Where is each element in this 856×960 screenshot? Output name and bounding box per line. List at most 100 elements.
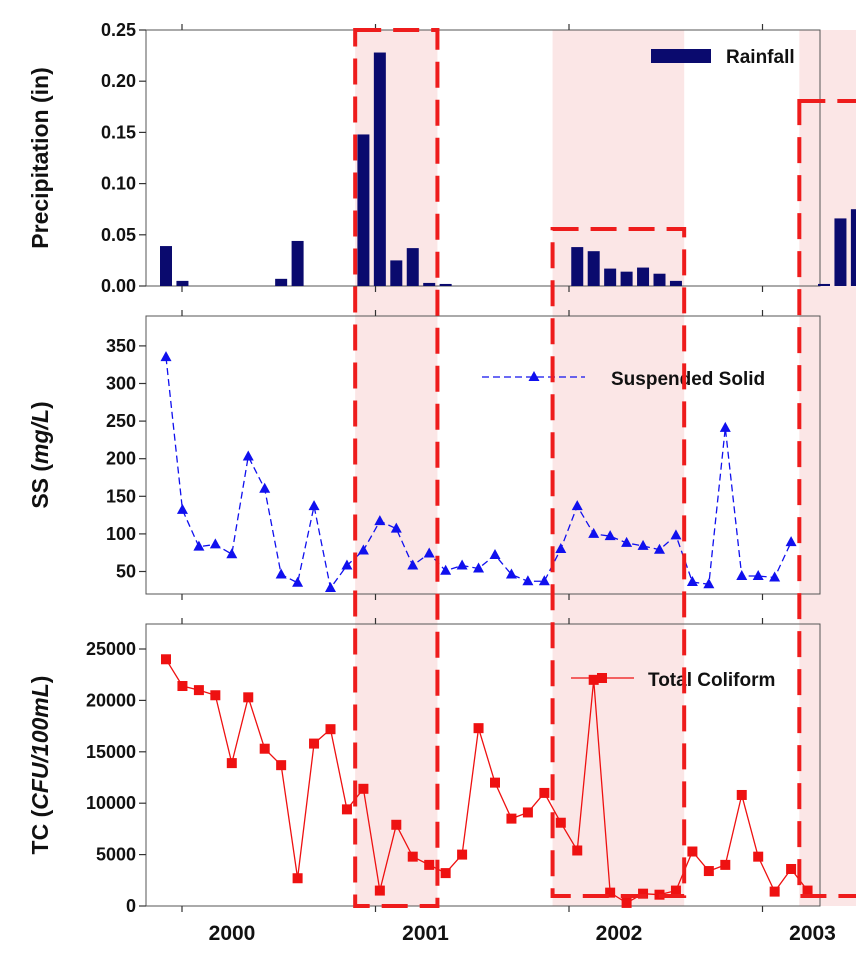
tc-marker bbox=[407, 851, 418, 862]
tc-marker bbox=[769, 886, 780, 897]
tc-marker bbox=[588, 674, 599, 685]
rainfall-bar bbox=[373, 52, 386, 286]
ss-marker bbox=[407, 559, 419, 570]
ss-marker bbox=[670, 529, 682, 540]
highlight-outline-2 bbox=[550, 227, 687, 898]
tc-marker bbox=[670, 885, 681, 896]
tc-marker bbox=[522, 807, 533, 818]
rainfall-bar bbox=[423, 282, 436, 286]
ss-marker bbox=[423, 547, 435, 558]
highlight-fill-3 bbox=[799, 30, 856, 906]
panel-frame-2 bbox=[145, 315, 821, 595]
tc-marker bbox=[391, 819, 402, 830]
tc-marker bbox=[802, 885, 813, 896]
y-tick-label: 0 bbox=[126, 896, 136, 916]
y-tick-label: 0.25 bbox=[101, 20, 136, 40]
ss-marker bbox=[160, 351, 172, 362]
y-tick-label: 50 bbox=[116, 562, 136, 582]
y-tick-label: 15000 bbox=[86, 742, 136, 762]
rainfall-bar bbox=[176, 280, 189, 286]
x-tick-label: 2000 bbox=[209, 922, 256, 945]
ss-marker bbox=[456, 559, 468, 570]
tc-marker bbox=[210, 690, 221, 701]
ss-marker bbox=[752, 570, 764, 581]
rainfall-bar bbox=[850, 209, 856, 286]
y-tick-label: 250 bbox=[106, 411, 136, 431]
legend-ss-label: Suspended Solid bbox=[611, 369, 765, 390]
tc-marker bbox=[341, 804, 352, 815]
ss-marker bbox=[489, 548, 501, 559]
tc-series-line bbox=[165, 658, 809, 904]
highlight-fill-layer bbox=[355, 30, 856, 906]
highlight-outline-layer bbox=[353, 28, 856, 908]
ss-marker bbox=[440, 564, 452, 575]
ss-marker bbox=[242, 450, 254, 461]
y-tick-label: 0.00 bbox=[101, 276, 136, 296]
tc-marker bbox=[638, 888, 649, 899]
ss-marker bbox=[588, 527, 600, 538]
rainfall-bar bbox=[357, 134, 370, 286]
tc-marker bbox=[753, 851, 764, 862]
tc-marker bbox=[374, 885, 385, 896]
ss-marker bbox=[275, 568, 287, 579]
tc-marker bbox=[161, 654, 171, 665]
x-tick-label: 2002 bbox=[596, 922, 643, 945]
ss-marker bbox=[259, 482, 271, 493]
rainfall-bar bbox=[275, 278, 288, 286]
tc-marker bbox=[687, 846, 698, 857]
rainfall-bar bbox=[439, 283, 452, 286]
y-tick-label: 0.20 bbox=[101, 71, 136, 91]
ss-marker bbox=[341, 559, 353, 570]
y-tick-label: 25000 bbox=[86, 639, 136, 659]
legend-rainfall-label: Rainfall bbox=[726, 47, 795, 68]
tc-marker bbox=[358, 783, 369, 794]
panel-frame-1 bbox=[145, 29, 821, 287]
tc-marker bbox=[309, 738, 320, 749]
rainfall-bar bbox=[160, 246, 172, 286]
tc-marker bbox=[193, 685, 204, 696]
ss-marker bbox=[703, 578, 715, 589]
legend-tc-label: Total Coliform bbox=[648, 670, 775, 691]
ss-marker bbox=[505, 568, 517, 579]
tc-marker bbox=[506, 813, 517, 824]
tc-marker bbox=[424, 859, 435, 870]
y-axis-title: SS (mg/L) bbox=[27, 401, 53, 508]
y-tick-label: 0.10 bbox=[101, 174, 136, 194]
highlight-outline-1 bbox=[353, 28, 440, 908]
y-tick-label: 0.05 bbox=[101, 225, 136, 245]
legend-rainfall-swatch bbox=[651, 49, 711, 63]
tc-marker bbox=[473, 723, 484, 734]
highlight-outline-3 bbox=[797, 99, 856, 898]
ss-marker bbox=[193, 540, 205, 551]
panel-frame-3 bbox=[145, 623, 821, 907]
ss-marker bbox=[209, 538, 221, 549]
ss-marker bbox=[621, 536, 633, 547]
ss-marker bbox=[604, 530, 616, 541]
y-axis-title: Precipitation (in) bbox=[27, 67, 53, 248]
data-marks-layer: Rainfall Suspended Solid Total Coliform bbox=[160, 47, 856, 908]
tc-marker bbox=[276, 760, 287, 771]
ss-marker bbox=[308, 500, 320, 511]
tc-marker bbox=[703, 866, 714, 877]
y-axis-title: TC (CFU/100mL) bbox=[27, 676, 53, 855]
rainfall-bar bbox=[637, 267, 650, 286]
ss-marker bbox=[637, 539, 649, 550]
y-tick-label: 20000 bbox=[86, 690, 136, 710]
y-tick-label: 300 bbox=[106, 374, 136, 394]
ss-marker bbox=[555, 542, 567, 553]
tc-marker bbox=[226, 758, 237, 769]
ss-marker bbox=[538, 575, 550, 586]
highlight-fill-2 bbox=[552, 30, 685, 906]
y-tick-label: 100 bbox=[106, 524, 136, 544]
tc-marker bbox=[177, 681, 188, 692]
tc-marker bbox=[720, 859, 731, 870]
legend-ss-marker bbox=[528, 371, 540, 381]
ss-marker bbox=[571, 500, 583, 511]
ss-marker bbox=[390, 522, 402, 533]
ss-marker bbox=[686, 576, 698, 587]
y-tick-label: 350 bbox=[106, 336, 136, 356]
y-tick-label: 5000 bbox=[96, 845, 136, 865]
rainfall-bar bbox=[406, 248, 419, 286]
tc-marker bbox=[490, 777, 500, 788]
